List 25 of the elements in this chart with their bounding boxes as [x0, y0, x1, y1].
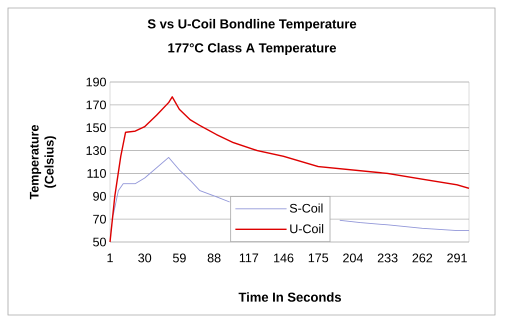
- y-tick-label: 150: [86, 123, 106, 132]
- y-tick-label: 130: [86, 146, 106, 155]
- x-tick-label: 146: [274, 254, 294, 262]
- y-tick-label: 110: [88, 169, 106, 178]
- x-tick-label: 262: [412, 254, 432, 262]
- y-tick-label: 70: [93, 214, 106, 224]
- legend-label: U-Coil: [290, 224, 324, 234]
- x-tick-label: 59: [172, 254, 186, 262]
- x-tick-label: 175: [308, 254, 328, 262]
- y-tick-label: 170: [86, 100, 106, 110]
- y-tick-label: 50: [93, 238, 106, 246]
- chart-title: S vs U-Coil Bondline Temperature: [148, 18, 356, 32]
- x-tick-label: 1: [107, 254, 113, 262]
- y-axis-title: Temperature (Celsius): [30, 125, 56, 200]
- x-tick-label: 291: [447, 254, 467, 262]
- x-tick-label: 30: [138, 254, 152, 262]
- x-tick-label: 117: [240, 254, 258, 262]
- chart-subtitle: 177°C Class A Temperature: [168, 42, 336, 56]
- legend-label: S-Coil: [290, 203, 322, 213]
- x-tick-label: 204: [343, 254, 363, 262]
- x-axis-title: Time In Seconds: [238, 292, 342, 302]
- y-tick-label: 90: [93, 192, 106, 201]
- x-tick-label: 233: [378, 254, 398, 262]
- y-tick-label: 190: [86, 78, 106, 86]
- x-tick-label: 88: [208, 254, 221, 262]
